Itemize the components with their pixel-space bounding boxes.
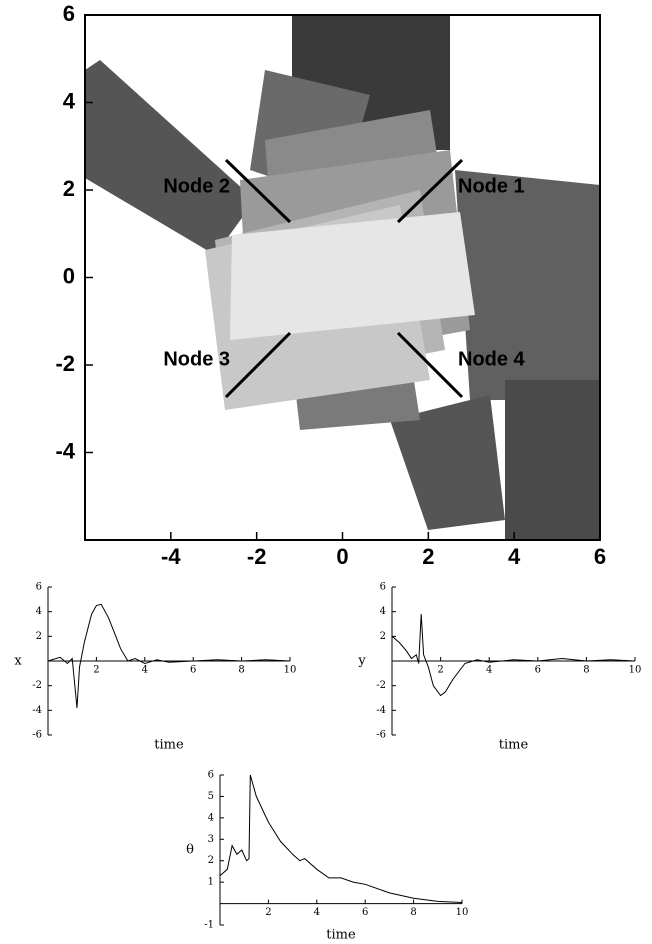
y-tick-label: 4 bbox=[380, 606, 386, 617]
node-label: Node 2 bbox=[163, 175, 230, 197]
y-tick-label: 6 bbox=[63, 1, 75, 26]
y-tick-label: 2 bbox=[63, 176, 75, 201]
x-tick-label: 0 bbox=[336, 544, 348, 569]
node-lines bbox=[224, 158, 464, 399]
data-line bbox=[219, 774, 463, 903]
x-tick-label: 8 bbox=[583, 665, 589, 676]
node-line bbox=[224, 331, 292, 399]
y-tick-label: 2 bbox=[380, 631, 386, 642]
shape bbox=[505, 380, 600, 540]
x-tick-label: 2 bbox=[437, 665, 443, 676]
y-tick-label: -6 bbox=[32, 730, 42, 741]
y-tick-label: 4 bbox=[36, 606, 42, 617]
y-tick-label: 6 bbox=[208, 770, 214, 781]
y-tick-label: 3 bbox=[208, 834, 214, 845]
y-tick-label: -1 bbox=[204, 920, 214, 931]
x-tick-label: 4 bbox=[142, 665, 148, 676]
y-axis-label: x bbox=[14, 654, 22, 669]
x-tick-label: -4 bbox=[161, 544, 181, 569]
x-tick-label: 4 bbox=[508, 544, 521, 569]
shape bbox=[85, 60, 255, 255]
shape bbox=[230, 212, 475, 340]
x-tick-label: 4 bbox=[314, 907, 320, 918]
y-tick-label: 6 bbox=[36, 582, 42, 593]
node-line bbox=[396, 158, 464, 224]
x-tick-label: 6 bbox=[190, 665, 196, 676]
y-tick-label: 4 bbox=[63, 88, 76, 113]
x-tick-label: 8 bbox=[410, 907, 416, 918]
x-axis-label: time bbox=[326, 928, 356, 943]
x-tick-label: 8 bbox=[238, 665, 244, 676]
node-label: Node 1 bbox=[458, 175, 525, 197]
shape bbox=[455, 170, 600, 400]
y-tick-label: -2 bbox=[32, 680, 42, 691]
shape bbox=[390, 395, 505, 530]
data-line bbox=[47, 603, 291, 708]
y-tick-label: 6 bbox=[380, 582, 386, 593]
y-tick-label: -4 bbox=[55, 438, 75, 463]
x-tick-label: 10 bbox=[629, 665, 642, 676]
x-tick-label: 6 bbox=[362, 907, 368, 918]
node-line bbox=[224, 158, 292, 224]
y-axis-label: y bbox=[357, 654, 366, 669]
x-tick-label: 2 bbox=[422, 544, 434, 569]
y-tick-label: -2 bbox=[55, 351, 75, 376]
data-line bbox=[391, 614, 636, 697]
y-tick-label: -4 bbox=[32, 705, 42, 716]
x-tick-label: 10 bbox=[284, 665, 297, 676]
x-axis-label: time bbox=[499, 738, 529, 753]
y-tick-label: 2 bbox=[36, 631, 42, 642]
y-tick-label: 5 bbox=[208, 791, 214, 802]
rectangle-trail bbox=[85, 15, 600, 540]
x-tick-label: 6 bbox=[535, 665, 541, 676]
y-tick-label: -2 bbox=[376, 680, 386, 691]
x-axis-label: time bbox=[154, 738, 184, 753]
node-line bbox=[396, 331, 464, 399]
node-label: Node 4 bbox=[458, 348, 526, 370]
y-axis-label: θ bbox=[186, 843, 194, 858]
x-tick-label: 2 bbox=[265, 907, 271, 918]
node-label: Node 3 bbox=[163, 348, 230, 370]
x-tick-label: 6 bbox=[594, 544, 606, 569]
x-tick-label: -2 bbox=[247, 544, 267, 569]
y-tick-label: 2 bbox=[208, 855, 214, 866]
x-tick-label: 4 bbox=[486, 665, 492, 676]
x-tick-label: 10 bbox=[456, 907, 469, 918]
y-tick-label: -6 bbox=[376, 730, 386, 741]
y-tick-label: 0 bbox=[63, 263, 75, 288]
y-tick-label: 4 bbox=[208, 812, 214, 823]
y-tick-label: 1 bbox=[208, 877, 214, 888]
x-tick-label: 2 bbox=[93, 665, 99, 676]
y-tick-label: -4 bbox=[376, 705, 386, 716]
